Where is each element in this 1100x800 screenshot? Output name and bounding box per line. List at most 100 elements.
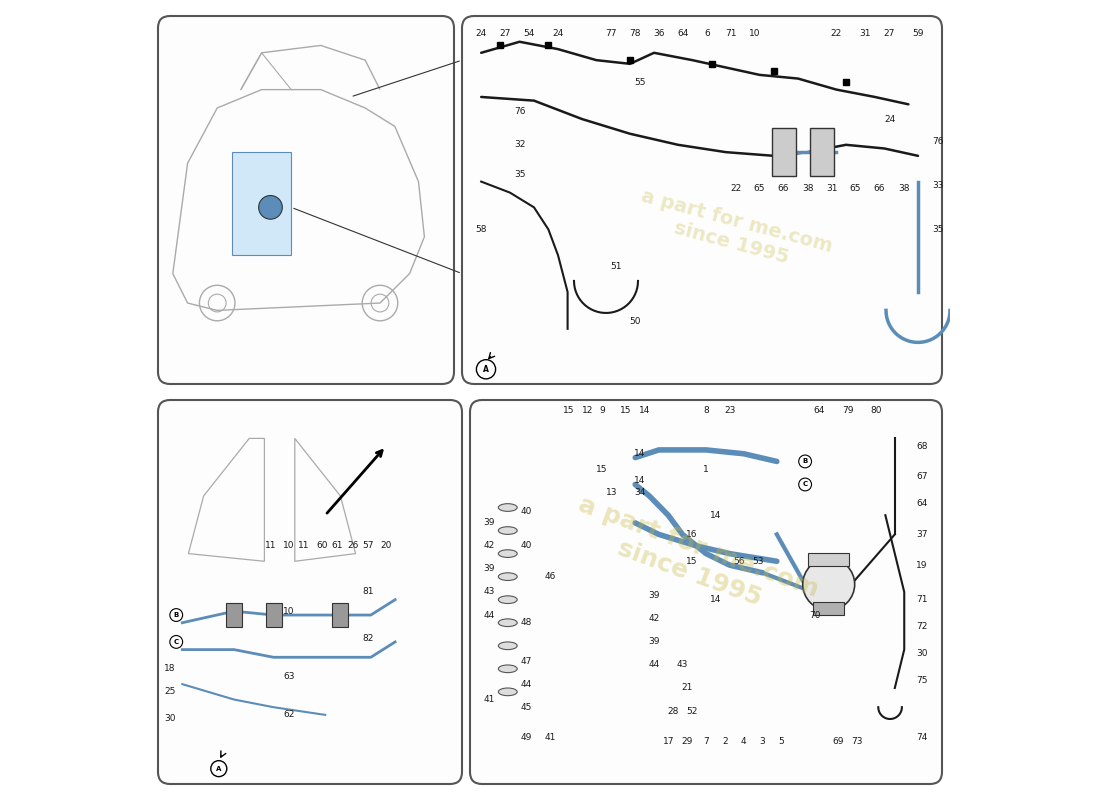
Text: 39: 39 <box>648 591 660 600</box>
Text: a part for me.com
since 1995: a part for me.com since 1995 <box>565 492 822 628</box>
FancyBboxPatch shape <box>158 400 462 784</box>
Text: 39: 39 <box>483 518 495 527</box>
Text: 1: 1 <box>703 465 708 474</box>
Text: 15: 15 <box>620 406 631 415</box>
Text: B: B <box>174 612 179 618</box>
Text: 21: 21 <box>681 683 693 693</box>
Text: 17: 17 <box>662 738 674 746</box>
Circle shape <box>803 558 855 610</box>
Text: 54: 54 <box>524 29 535 38</box>
Text: 3: 3 <box>760 738 766 746</box>
Text: 44: 44 <box>521 680 532 689</box>
Text: 14: 14 <box>639 406 650 415</box>
FancyBboxPatch shape <box>470 400 942 784</box>
Text: 55: 55 <box>634 78 646 86</box>
Ellipse shape <box>498 642 517 650</box>
Text: 22: 22 <box>730 185 741 194</box>
Text: 24: 24 <box>552 29 563 38</box>
Bar <box>810 128 834 176</box>
Text: A: A <box>483 365 488 374</box>
Ellipse shape <box>498 665 517 673</box>
Text: 56: 56 <box>734 557 745 566</box>
Text: 46: 46 <box>544 572 556 581</box>
Text: C: C <box>174 639 179 645</box>
Text: 10: 10 <box>283 606 295 616</box>
Text: 63: 63 <box>283 672 295 681</box>
Text: 82: 82 <box>362 634 373 642</box>
Text: 12: 12 <box>582 406 594 415</box>
Text: 53: 53 <box>752 557 763 566</box>
Text: 19: 19 <box>916 561 927 570</box>
Text: 18: 18 <box>164 664 176 674</box>
Text: 64: 64 <box>814 406 825 415</box>
Text: 14: 14 <box>635 476 646 485</box>
Text: 77: 77 <box>605 29 617 38</box>
Bar <box>813 602 845 615</box>
Text: 29: 29 <box>681 738 693 746</box>
Text: 10: 10 <box>283 541 295 550</box>
Text: 78: 78 <box>629 29 640 38</box>
Text: 69: 69 <box>833 738 844 746</box>
Text: 43: 43 <box>676 661 689 670</box>
Text: 11: 11 <box>298 541 310 550</box>
Text: 79: 79 <box>842 406 854 415</box>
Ellipse shape <box>498 550 517 558</box>
Text: 15: 15 <box>563 406 575 415</box>
Text: 58: 58 <box>475 225 487 234</box>
Text: 9: 9 <box>600 406 605 415</box>
Text: 6: 6 <box>704 29 710 38</box>
Text: 49: 49 <box>521 734 532 742</box>
Text: A: A <box>216 766 221 772</box>
Text: 11: 11 <box>265 541 276 550</box>
Text: 30: 30 <box>916 649 927 658</box>
Ellipse shape <box>498 526 517 534</box>
Text: 15: 15 <box>596 465 608 474</box>
Text: 66: 66 <box>873 185 886 194</box>
Text: 35: 35 <box>933 225 944 234</box>
Text: 25: 25 <box>165 687 176 696</box>
Text: 34: 34 <box>635 488 646 497</box>
Text: 26: 26 <box>346 541 359 550</box>
Text: 16: 16 <box>686 530 697 539</box>
Text: 47: 47 <box>521 657 532 666</box>
Text: 59: 59 <box>912 29 924 38</box>
Text: 41: 41 <box>544 734 556 742</box>
Text: 42: 42 <box>483 542 495 550</box>
Text: 40: 40 <box>521 507 532 516</box>
Text: 30: 30 <box>164 714 176 723</box>
Text: 62: 62 <box>283 710 295 719</box>
Text: 27: 27 <box>883 29 895 38</box>
Text: 20: 20 <box>381 541 392 550</box>
Text: 61: 61 <box>331 541 343 550</box>
Text: 28: 28 <box>668 706 679 715</box>
Text: 8: 8 <box>703 406 708 415</box>
Text: 35: 35 <box>514 170 526 178</box>
Text: 36: 36 <box>653 29 664 38</box>
Text: 39: 39 <box>483 565 495 574</box>
Text: 22: 22 <box>830 29 842 38</box>
Ellipse shape <box>498 596 517 603</box>
Ellipse shape <box>498 573 517 581</box>
Text: C: C <box>803 482 807 487</box>
Text: 10: 10 <box>749 29 760 38</box>
Ellipse shape <box>498 688 517 696</box>
Text: 74: 74 <box>916 734 927 742</box>
Text: 31: 31 <box>826 185 837 194</box>
Text: 72: 72 <box>916 622 927 631</box>
Bar <box>232 152 292 255</box>
Text: 14: 14 <box>635 450 646 458</box>
Circle shape <box>258 195 283 219</box>
Text: 75: 75 <box>916 676 927 685</box>
Text: 76: 76 <box>933 137 944 146</box>
Text: 73: 73 <box>851 738 862 746</box>
FancyBboxPatch shape <box>462 16 942 384</box>
Text: 41: 41 <box>483 695 495 704</box>
Text: 66: 66 <box>778 185 790 194</box>
Text: a part for me.com
since 1995: a part for me.com since 1995 <box>634 186 835 278</box>
Bar <box>771 128 795 176</box>
Text: 42: 42 <box>649 614 660 623</box>
Text: 50: 50 <box>629 317 640 326</box>
Ellipse shape <box>498 504 517 511</box>
Text: 33: 33 <box>933 181 944 190</box>
Bar <box>265 603 282 627</box>
